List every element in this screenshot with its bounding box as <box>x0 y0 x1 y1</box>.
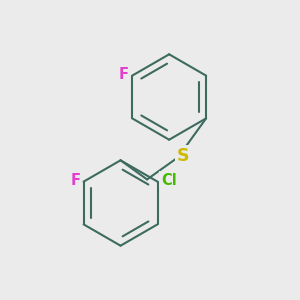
Text: S: S <box>177 147 190 165</box>
Text: Cl: Cl <box>161 173 177 188</box>
Text: F: F <box>119 67 129 82</box>
Text: F: F <box>70 173 80 188</box>
